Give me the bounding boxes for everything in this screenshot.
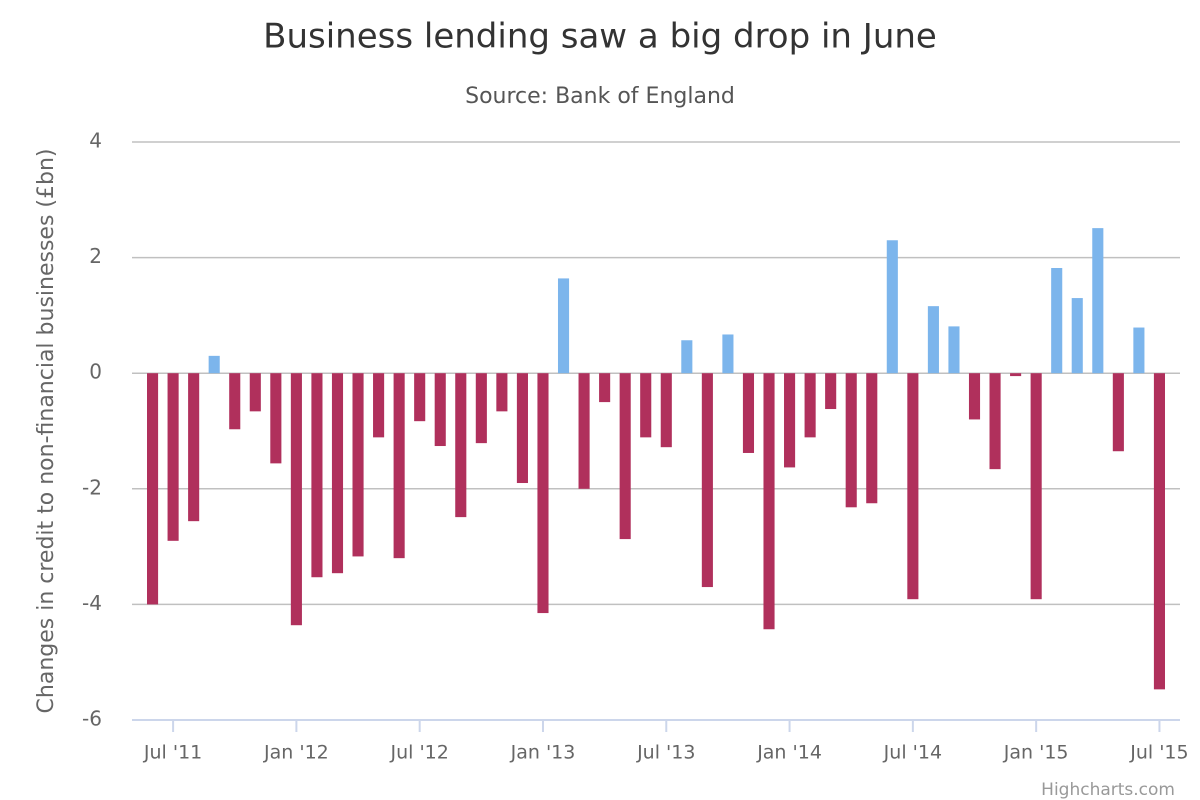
bar: [742, 373, 755, 453]
bar: [1051, 268, 1063, 374]
bar: [660, 373, 672, 448]
chart-subtitle: Source: Bank of England: [465, 84, 735, 109]
bar: [331, 373, 344, 574]
x-tick-label: Jan '14: [756, 742, 822, 764]
bar: [968, 373, 981, 420]
bar: [1153, 373, 1165, 690]
bar: [270, 373, 282, 464]
bar: [249, 373, 261, 412]
bar: [763, 373, 775, 630]
bar: [948, 326, 960, 374]
y-tick-label: 4: [89, 129, 102, 153]
bar: [866, 373, 878, 504]
bar: [557, 278, 570, 374]
bar: [845, 373, 857, 508]
x-tick-label: Jan '15: [1003, 742, 1069, 764]
bar: [619, 373, 631, 540]
bar: [455, 373, 467, 518]
y-axis-label: Changes in credit to non-financial busin…: [34, 149, 59, 714]
x-tick-label: Jan '12: [263, 742, 329, 764]
x-tick-label: Jan '13: [510, 742, 576, 764]
bar: [1071, 298, 1083, 374]
bar: [414, 373, 426, 422]
x-tick-label: Jul '12: [389, 742, 448, 764]
bar: [1010, 373, 1022, 377]
y-tick-label: -2: [82, 475, 102, 499]
x-tick-label: Jul '14: [883, 742, 942, 764]
bar: [147, 373, 159, 605]
x-tick-label: Jul '11: [143, 742, 202, 764]
bar: [188, 373, 200, 522]
bar: [886, 240, 898, 374]
bar: [1133, 327, 1145, 374]
chart-title: Business lending saw a big drop in June: [263, 17, 937, 57]
bar: [496, 373, 508, 412]
bar: [599, 373, 611, 403]
bar: [393, 373, 405, 559]
bar: [434, 373, 446, 447]
bar: [1030, 373, 1042, 600]
y-tick-label: -6: [82, 707, 102, 731]
bar: [825, 373, 837, 410]
bar: [475, 373, 487, 444]
bar: [290, 373, 302, 626]
bar: [578, 373, 590, 489]
bar: [722, 334, 734, 374]
bar: [1092, 228, 1104, 374]
bar: [640, 373, 652, 438]
bar: [907, 373, 919, 600]
bar: [804, 373, 816, 438]
bar: [784, 373, 796, 468]
x-tick-label: Jul '13: [636, 742, 695, 764]
y-tick-label: 2: [89, 244, 102, 268]
bar: [537, 373, 549, 614]
credits: Highcharts.com: [1041, 780, 1175, 800]
y-tick-label: -4: [82, 591, 102, 615]
bar: [311, 373, 323, 578]
bar: [701, 373, 713, 588]
bar: [373, 373, 385, 438]
y-tick-label: 0: [89, 360, 102, 384]
bar: [229, 373, 241, 430]
bar: [516, 373, 528, 484]
bar: [1112, 373, 1124, 452]
bar: [352, 373, 364, 557]
bar: [208, 355, 220, 374]
x-tick-label: Jul '15: [1129, 742, 1188, 764]
bar: [681, 340, 693, 374]
bar: [927, 306, 939, 374]
bar: [167, 373, 179, 541]
bar: [989, 373, 1001, 470]
